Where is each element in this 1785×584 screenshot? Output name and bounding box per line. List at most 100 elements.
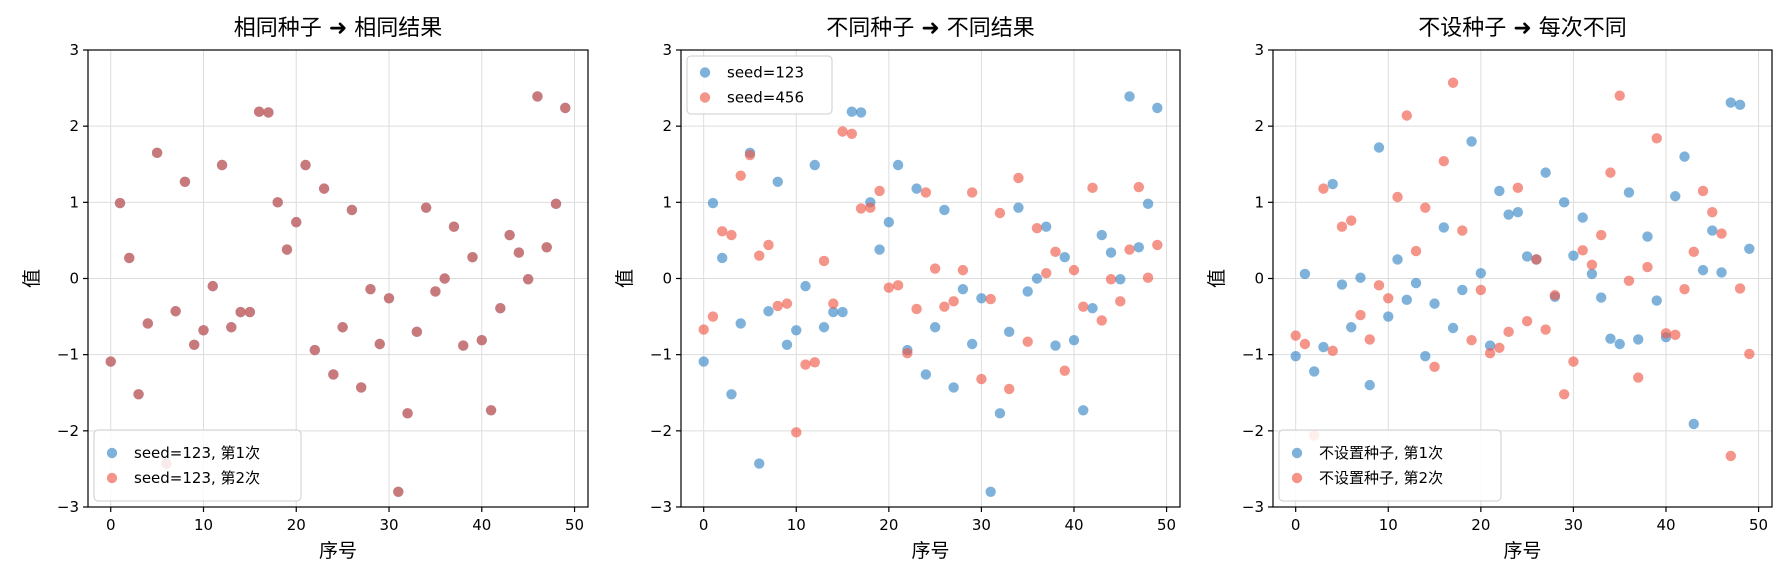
data-point	[1595, 292, 1607, 303]
data-point	[772, 176, 783, 187]
y-tick-label: 2	[662, 117, 672, 135]
data-point	[874, 185, 885, 197]
data-point	[1697, 185, 1709, 197]
data-point	[151, 147, 163, 159]
data-point	[1660, 328, 1672, 339]
data-point	[346, 204, 358, 216]
data-point	[818, 255, 830, 267]
data-point	[1003, 326, 1015, 338]
data-point	[1290, 330, 1301, 341]
data-point	[1466, 334, 1477, 346]
x-tick-label: 50	[1157, 516, 1176, 534]
series-1	[1290, 97, 1755, 430]
legend-label: seed=123	[727, 64, 804, 82]
data-point	[1346, 322, 1357, 333]
data-point	[920, 369, 932, 380]
x-tick-label: 40	[472, 516, 491, 534]
data-point	[800, 280, 811, 292]
data-point	[698, 356, 709, 367]
data-point	[1420, 202, 1431, 213]
y-tick-label: 1	[662, 193, 672, 211]
data-point	[253, 106, 265, 117]
data-point	[1558, 197, 1570, 208]
data-point	[1059, 365, 1070, 376]
data-point	[1050, 340, 1061, 351]
y-tick-label: 0	[1254, 270, 1264, 288]
data-point	[105, 356, 116, 367]
data-point	[355, 382, 367, 393]
data-point	[1003, 383, 1015, 395]
data-point	[1540, 324, 1551, 335]
data-point	[855, 107, 867, 118]
data-point	[781, 339, 793, 350]
x-axis-label: 序号	[911, 540, 949, 562]
data-point	[1595, 229, 1607, 241]
y-tick-label: −3	[650, 498, 672, 516]
data-point	[133, 389, 144, 400]
data-point	[948, 382, 959, 393]
y-tick-label: 0	[69, 270, 79, 288]
data-point	[846, 106, 858, 117]
x-tick-label: 10	[194, 516, 213, 534]
data-point	[1725, 450, 1737, 462]
data-point	[1096, 315, 1107, 326]
data-point	[929, 263, 941, 274]
data-point	[1494, 342, 1505, 354]
y-tick-label: 3	[69, 41, 79, 59]
data-point	[1299, 268, 1311, 280]
y-axis-label: 值	[21, 269, 43, 288]
data-point	[1623, 187, 1635, 198]
data-point	[495, 303, 506, 314]
data-point	[1013, 202, 1024, 213]
data-point	[1688, 246, 1699, 258]
data-point	[892, 159, 904, 171]
data-point	[726, 389, 737, 400]
data-point	[1308, 366, 1320, 377]
data-point	[560, 102, 571, 114]
data-point	[142, 318, 154, 329]
data-point	[1475, 284, 1487, 296]
legend-label: seed=456	[727, 89, 804, 107]
data-point	[939, 204, 950, 216]
data-point	[541, 242, 552, 253]
data-point	[763, 306, 774, 317]
data-point	[1475, 267, 1487, 279]
data-point	[467, 251, 478, 263]
data-point	[365, 283, 376, 295]
legend-marker	[1291, 472, 1303, 484]
data-point	[985, 293, 996, 305]
data-point	[1512, 182, 1524, 194]
y-tick-label: 1	[1254, 193, 1264, 211]
data-point	[1031, 273, 1043, 284]
data-point	[1068, 334, 1080, 346]
data-point	[920, 187, 932, 198]
chart-title: 不同种子 ➜ 不同结果	[826, 16, 1034, 41]
x-tick-label: 50	[565, 516, 584, 534]
data-point	[828, 306, 839, 318]
data-point	[1401, 294, 1412, 306]
data-point	[966, 338, 978, 350]
data-point	[1447, 77, 1459, 88]
data-point	[1392, 254, 1403, 265]
data-point	[791, 427, 802, 438]
data-point	[707, 197, 719, 209]
data-point	[114, 197, 126, 209]
data-point	[1392, 191, 1403, 203]
data-point	[1050, 246, 1061, 258]
data-point	[902, 347, 913, 359]
data-point	[291, 216, 302, 228]
data-point	[430, 286, 441, 297]
x-tick-label: 20	[1471, 516, 1490, 534]
legend-box	[1278, 429, 1502, 502]
chart-title: 相同种子 ➜ 相同结果	[234, 16, 442, 41]
data-point	[1697, 264, 1709, 276]
x-tick-label: 20	[879, 516, 898, 534]
series-2	[698, 126, 1163, 438]
data-point	[791, 325, 802, 336]
data-point	[1466, 136, 1477, 147]
data-point	[1364, 334, 1375, 345]
data-point	[1642, 231, 1653, 242]
data-point	[1022, 286, 1033, 297]
data-point	[1670, 191, 1681, 202]
